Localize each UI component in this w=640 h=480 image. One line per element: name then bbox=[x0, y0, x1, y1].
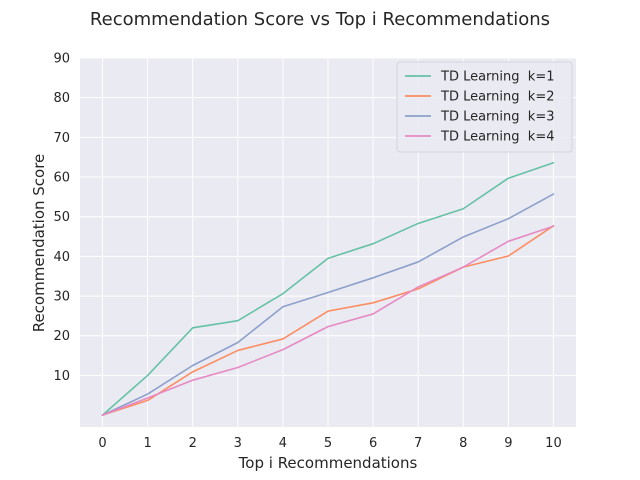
series-line-k1 bbox=[101, 161, 555, 416]
x-tick-label: 10 bbox=[545, 436, 562, 451]
series-line-k3 bbox=[101, 193, 555, 416]
x-tick-label: 9 bbox=[504, 436, 512, 451]
y-tick-label: 50 bbox=[53, 210, 70, 225]
legend-label: TD Learning k=4 bbox=[440, 130, 554, 145]
legend-label: TD Learning k=3 bbox=[440, 110, 554, 125]
legend-box bbox=[396, 61, 573, 153]
y-tick-label: 90 bbox=[53, 52, 70, 67]
y-tick-label: 70 bbox=[53, 131, 70, 146]
x-tick-label: 8 bbox=[459, 436, 467, 451]
x-axis-ticks: 0 1 2 3 4 5 6 7 8 9 10 bbox=[98, 436, 561, 451]
x-tick-label: 5 bbox=[324, 436, 332, 451]
legend-label: TD Learning k=1 bbox=[440, 70, 554, 85]
legend-label: TD Learning k=2 bbox=[440, 90, 554, 105]
chart-title: Recommendation Score vs Top i Recommenda… bbox=[90, 9, 550, 30]
legend: TD Learning k=1 TD Learning k=2 TD Learnin… bbox=[396, 61, 573, 153]
y-tick-label: 20 bbox=[53, 329, 70, 344]
y-axis-ticks: 10 20 30 40 50 60 70 80 90 bbox=[53, 52, 70, 384]
y-tick-label: 60 bbox=[53, 171, 70, 186]
x-tick-label: 7 bbox=[414, 436, 422, 451]
y-tick-label: 30 bbox=[53, 290, 70, 305]
y-tick-label: 40 bbox=[53, 250, 70, 265]
y-axis-label: Recommendation Score bbox=[30, 154, 48, 333]
x-tick-label: 4 bbox=[279, 436, 287, 451]
x-tick-label: 1 bbox=[143, 436, 151, 451]
y-tick-label: 80 bbox=[53, 91, 70, 106]
x-tick-label: 2 bbox=[189, 436, 197, 451]
x-axis-label: Top i Recommendations bbox=[238, 454, 418, 472]
x-tick-label: 3 bbox=[234, 436, 242, 451]
x-tick-label: 6 bbox=[369, 436, 377, 451]
series-lines bbox=[101, 161, 555, 416]
series-line-k4 bbox=[101, 225, 555, 416]
series-line-k2 bbox=[101, 225, 555, 416]
x-tick-label: 0 bbox=[98, 436, 106, 451]
y-tick-label: 10 bbox=[53, 369, 70, 384]
